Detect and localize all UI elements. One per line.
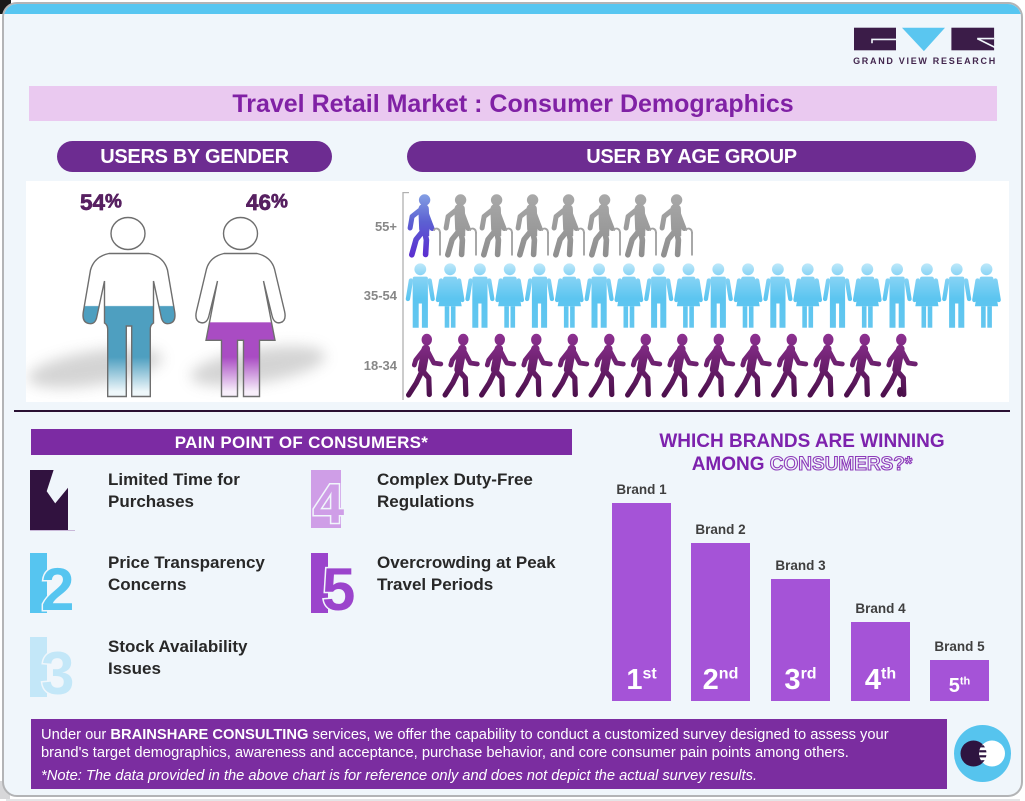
svg-text:5: 5 — [322, 556, 355, 614]
svg-text:2: 2 — [41, 556, 74, 614]
svg-text:3: 3 — [41, 640, 74, 698]
svg-text:4: 4 — [313, 472, 344, 531]
